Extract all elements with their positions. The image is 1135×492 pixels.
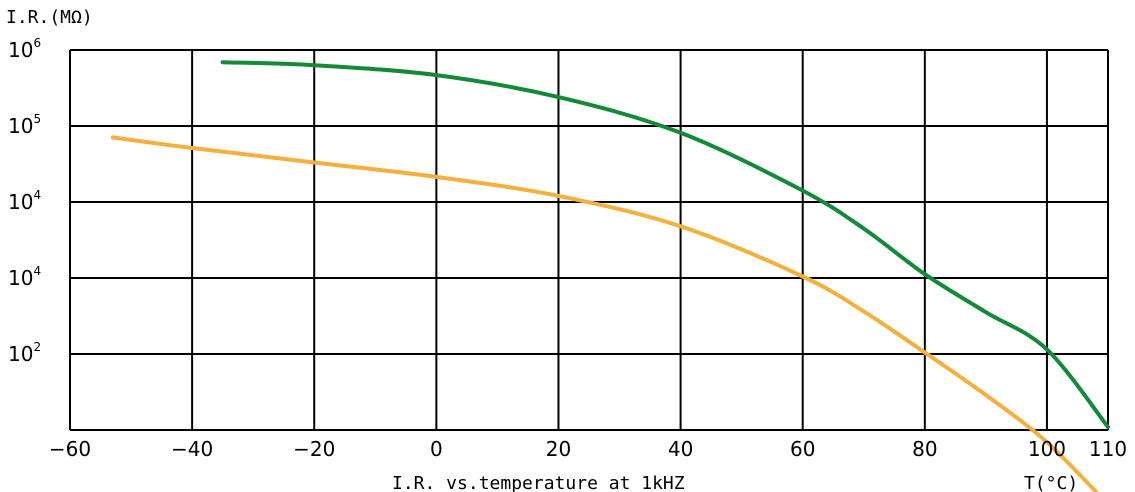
- tick-labels: −60 −40 −20 0 20 40 60 80 100 110 106 105 104 104 102: [8, 36, 1127, 461]
- x-tick-label: 110: [1089, 437, 1127, 461]
- x-axis-caption: I.R. vs.temperature at 1kHZ: [392, 473, 685, 492]
- x-tick-label: −40: [171, 437, 213, 461]
- x-tick-label: −20: [293, 437, 335, 461]
- x-axis-title: T(°C): [1024, 473, 1078, 492]
- y-axis-title: I.R.(MΩ): [6, 7, 93, 28]
- x-tick-label: −60: [49, 437, 91, 461]
- x-tick-label: 80: [912, 437, 937, 461]
- y-tick-label: 102: [8, 340, 41, 366]
- y-tick-label: 106: [8, 36, 41, 62]
- series-layer: [110, 60, 1110, 492]
- y-tick-label: 104: [8, 188, 41, 214]
- x-tick-label: 40: [668, 437, 693, 461]
- x-tick-label: 0: [430, 437, 443, 461]
- y-tick-label: 104: [8, 264, 41, 290]
- series-line-green: [220, 60, 1110, 429]
- y-tick-label: 105: [8, 112, 41, 138]
- x-tick-label: 60: [790, 437, 815, 461]
- x-tick-label: 20: [546, 437, 571, 461]
- series-line-orange: [110, 135, 1099, 492]
- x-tick-label: 100: [1028, 437, 1066, 461]
